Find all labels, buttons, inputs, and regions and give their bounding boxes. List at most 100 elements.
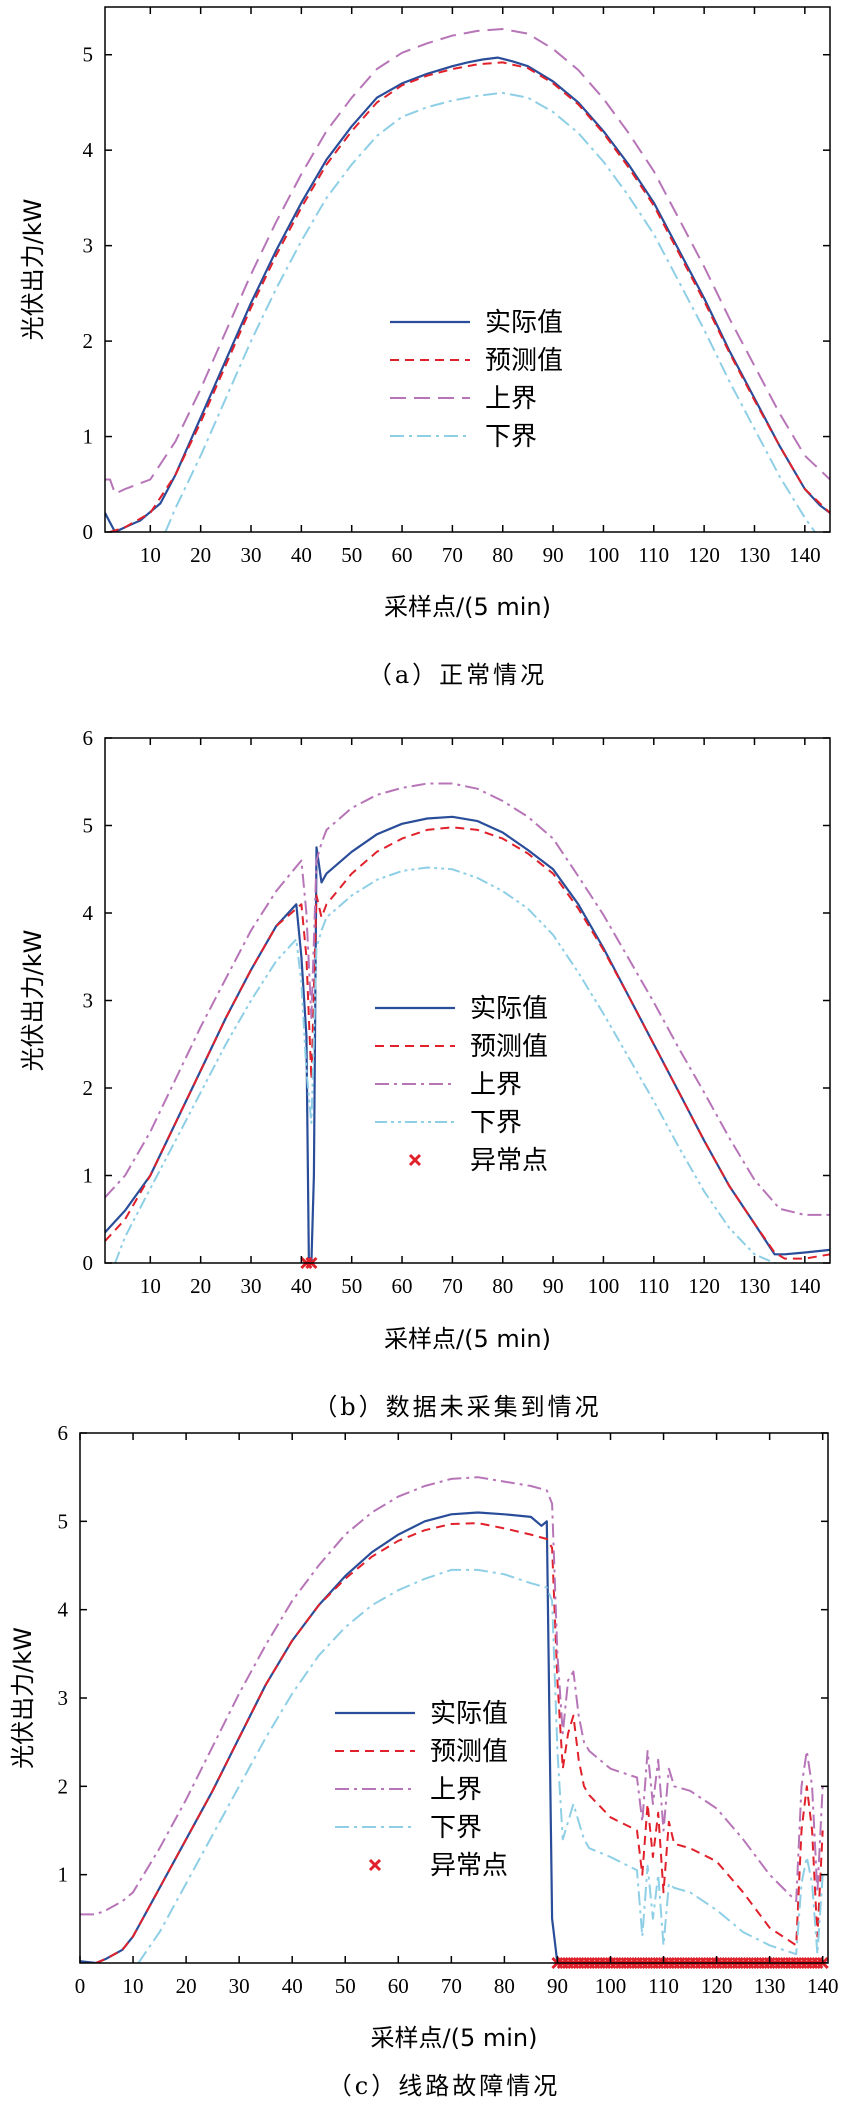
x-tick-label: 120 xyxy=(701,1974,733,1998)
legend-label: 预测值 xyxy=(430,1737,508,1767)
y-tick-label: 1 xyxy=(83,1164,94,1188)
x-tick-label: 90 xyxy=(543,543,564,567)
series-line-下界 xyxy=(164,91,816,532)
x-tick-label: 130 xyxy=(739,543,771,567)
x-tick-label: 100 xyxy=(588,543,620,567)
chart-caption: （a）正常情况 xyxy=(368,661,547,689)
y-tick-label: 5 xyxy=(58,1509,69,1533)
y-tick-label: 0 xyxy=(83,1251,94,1275)
series-group xyxy=(105,28,830,532)
series-line-上界 xyxy=(105,782,830,1216)
y-tick-label: 2 xyxy=(58,1774,69,1798)
x-tick-label: 140 xyxy=(789,1274,821,1298)
legend-label: 异常点 xyxy=(470,1146,548,1176)
x-tick-label: 50 xyxy=(341,1274,362,1298)
x-axis-label: 采样点/(5 min) xyxy=(371,2024,538,2052)
y-tick-label: 3 xyxy=(83,234,94,258)
y-tick-label: 1 xyxy=(58,1863,69,1887)
legend-label: 实际值 xyxy=(485,308,563,338)
x-tick-label: 120 xyxy=(688,543,720,567)
y-tick-label: 3 xyxy=(58,1686,69,1710)
x-axis-label: 采样点/(5 min) xyxy=(384,1325,551,1353)
series-line-实际值 xyxy=(105,815,830,1263)
chart-3: 0 10 20 30 40 50 60 70 80 90 100 110 120 130 140 1 2 3 4 5 6… xyxy=(9,1421,838,2100)
x-tick-label: 130 xyxy=(754,1974,786,1998)
x-tick-label: 70 xyxy=(442,1274,463,1298)
x-tick-label: 120 xyxy=(688,1274,720,1298)
chart-caption: （b）数据未采集到情况 xyxy=(313,1393,601,1421)
x-tick-label: 60 xyxy=(388,1974,409,1998)
series-line-实际值 xyxy=(105,56,830,532)
x-tick-label: 40 xyxy=(291,543,312,567)
series-line-下界 xyxy=(114,866,780,1263)
x-tick-label: 20 xyxy=(176,1974,197,1998)
series-line-预测值 xyxy=(95,1522,824,1963)
y-tick-label: 5 xyxy=(83,43,94,67)
legend-label: 上界 xyxy=(430,1775,482,1805)
chart-caption: （c）线路故障情况 xyxy=(328,2072,560,2100)
x-tick-label: 130 xyxy=(739,1274,771,1298)
legend-marker-anomaly xyxy=(368,1858,382,1872)
x-axis-label: 采样点/(5 min) xyxy=(384,593,551,621)
x-tick-label: 140 xyxy=(789,543,821,567)
legend-label: 实际值 xyxy=(430,1699,508,1729)
x-tick-label: 20 xyxy=(190,543,211,567)
x-tick-label: 10 xyxy=(140,543,161,567)
x-tick-label: 20 xyxy=(190,1274,211,1298)
legend-marker-anomaly xyxy=(408,1153,422,1167)
y-axis-label: 光伏出力/kW xyxy=(9,1627,37,1769)
x-tick-label: 110 xyxy=(648,1974,679,1998)
legend-label: 预测值 xyxy=(485,346,563,376)
series-line-预测值 xyxy=(105,826,830,1260)
legend-label: 上界 xyxy=(470,1070,522,1100)
y-axis-label: 光伏出力/kW xyxy=(19,930,47,1072)
legend-label: 实际值 xyxy=(470,994,548,1024)
x-tick-label: 40 xyxy=(291,1274,312,1298)
x-tick-label: 30 xyxy=(241,1274,262,1298)
legend-label: 下界 xyxy=(430,1813,482,1843)
y-tick-label: 2 xyxy=(83,1076,94,1100)
x-tick-label: 50 xyxy=(341,543,362,567)
legend-label: 预测值 xyxy=(470,1032,548,1062)
y-tick-label: 4 xyxy=(83,138,94,162)
x-tick-label: 30 xyxy=(229,1974,250,1998)
x-tick-label: 110 xyxy=(638,1274,669,1298)
x-tick-label: 90 xyxy=(547,1974,568,1998)
plot-frame xyxy=(79,1432,829,1964)
series-line-上界 xyxy=(80,1476,824,1916)
series-group xyxy=(105,782,830,1263)
y-tick-label: 6 xyxy=(58,1421,69,1445)
x-tick-label: 140 xyxy=(807,1974,839,1998)
y-tick-label: 6 xyxy=(83,726,94,750)
y-tick-label: 1 xyxy=(83,425,94,449)
y-tick-label: 4 xyxy=(58,1598,69,1622)
x-tick-label: 30 xyxy=(241,543,262,567)
y-tick-label: 0 xyxy=(83,520,94,544)
y-tick-label: 4 xyxy=(83,901,94,925)
x-tick-label: 90 xyxy=(543,1274,564,1298)
x-tick-label: 60 xyxy=(392,1274,413,1298)
series-line-预测值 xyxy=(109,61,830,532)
legend-label: 异常点 xyxy=(430,1851,508,1881)
x-tick-label: 0 xyxy=(75,1974,86,1998)
x-tick-label: 100 xyxy=(588,1274,620,1298)
legend-label: 下界 xyxy=(485,422,537,452)
x-tick-label: 50 xyxy=(335,1974,356,1998)
x-tick-label: 100 xyxy=(595,1974,627,1998)
x-tick-label: 40 xyxy=(282,1974,303,1998)
x-tick-label: 10 xyxy=(140,1274,161,1298)
x-tick-label: 80 xyxy=(494,1974,515,1998)
x-tick-label: 80 xyxy=(492,543,513,567)
chart-2: 10 20 30 40 50 60 70 80 90 100 110 120 130 140 0 1 2 3 4 5 6… xyxy=(19,726,831,1421)
series-line-下界 xyxy=(137,1568,824,1963)
y-tick-label: 5 xyxy=(83,814,94,838)
plot-frame xyxy=(104,6,831,533)
x-tick-label: 70 xyxy=(442,543,463,567)
legend-label: 上界 xyxy=(485,384,537,414)
x-tick-label: 10 xyxy=(123,1974,144,1998)
chart-1: 10 20 30 40 50 60 70 80 90 100 110 120 130 140 0 1 2 3 4 5 采… xyxy=(19,6,831,689)
